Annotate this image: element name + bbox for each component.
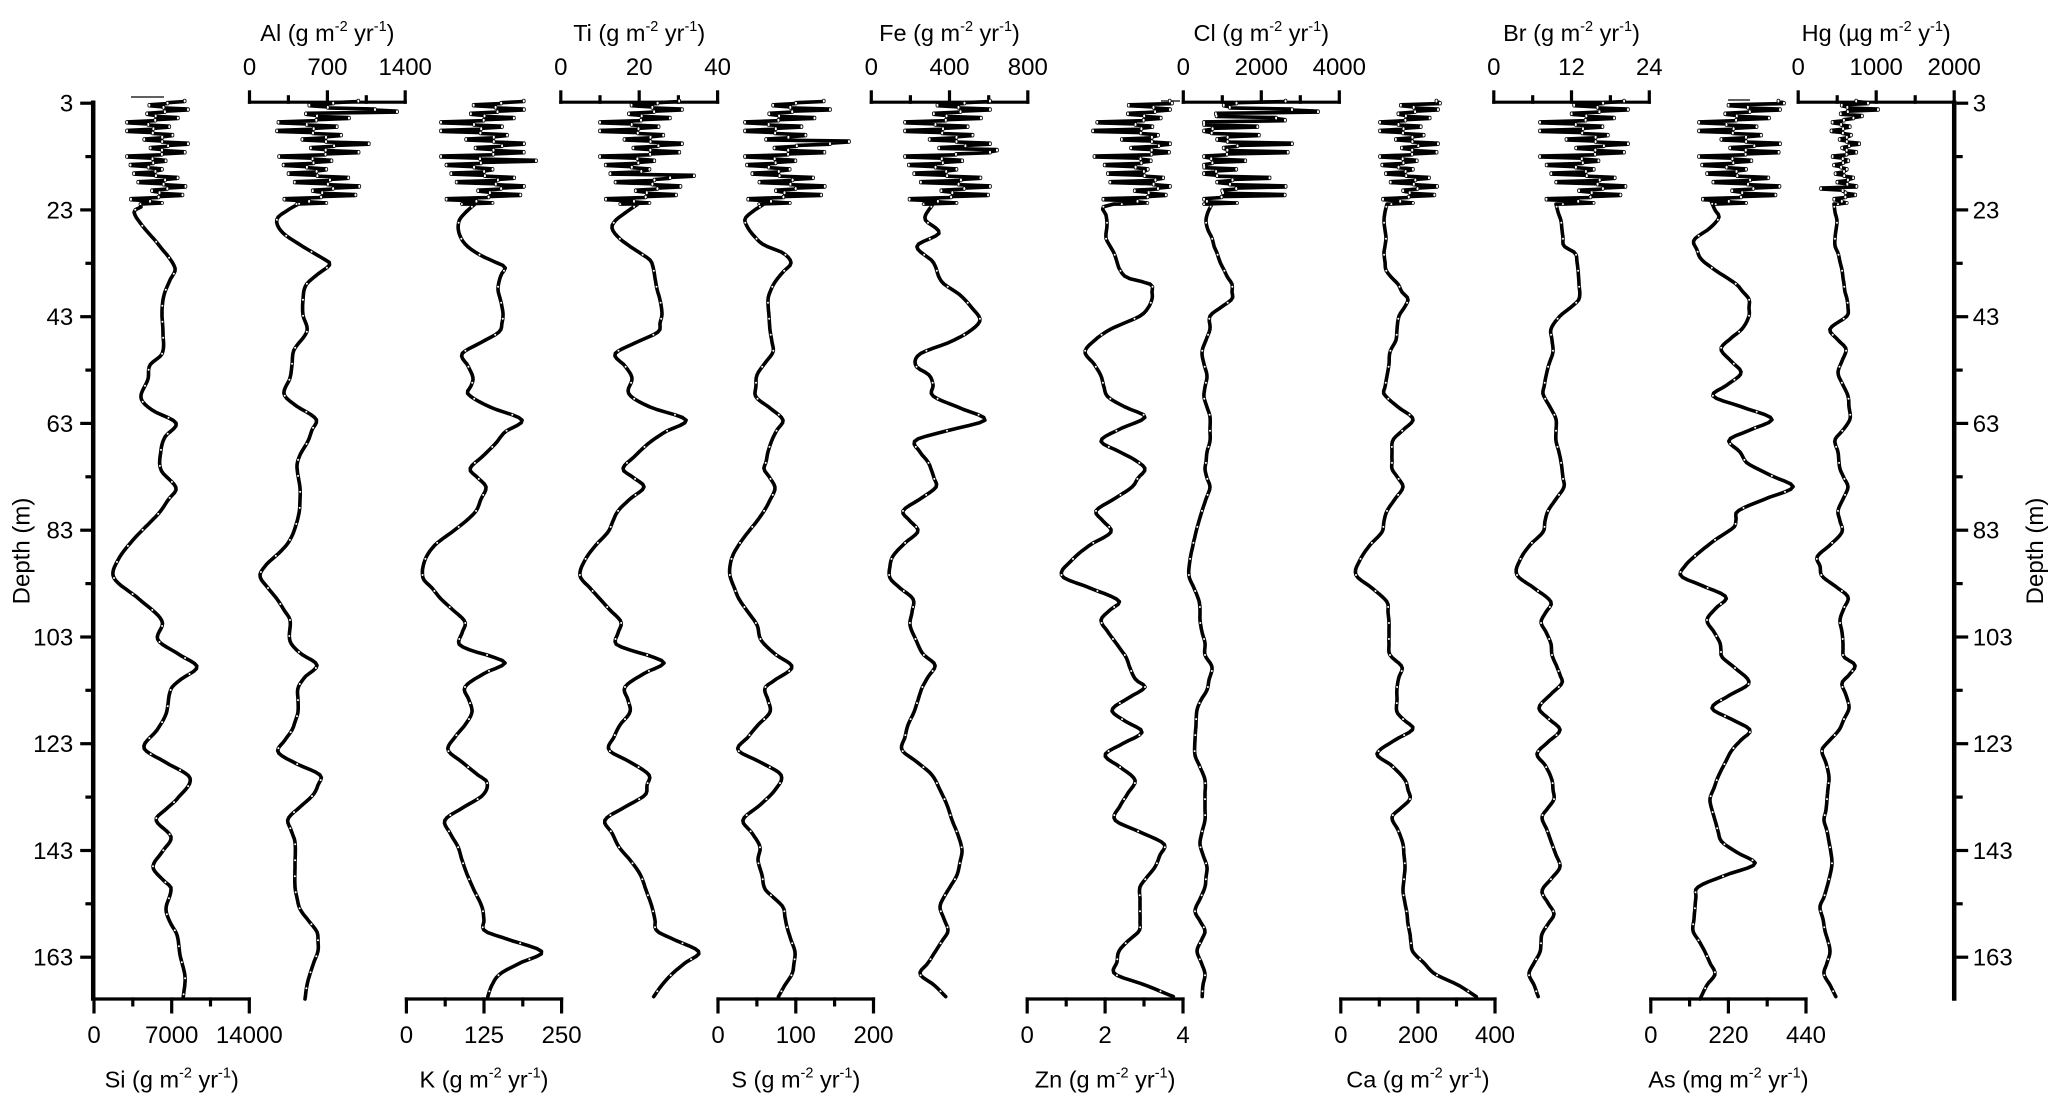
svg-text:83: 83 bbox=[1973, 518, 2000, 545]
svg-text:0: 0 bbox=[1644, 1022, 1657, 1049]
svg-text:1000: 1000 bbox=[1850, 54, 1903, 81]
svg-text:700: 700 bbox=[307, 54, 347, 81]
svg-text:12: 12 bbox=[1558, 54, 1585, 81]
svg-text:Si (g m-2​ yr-1​): Si (g m-2​ yr-1​) bbox=[105, 1066, 239, 1093]
svg-text:123: 123 bbox=[1973, 731, 2013, 758]
svg-text:2000: 2000 bbox=[1928, 54, 1981, 81]
svg-text:43: 43 bbox=[1973, 304, 2000, 331]
svg-text:Fe (g m-2​ yr-1​): Fe (g m-2​ yr-1​) bbox=[879, 19, 1020, 46]
svg-text:0: 0 bbox=[400, 1022, 413, 1049]
svg-text:400: 400 bbox=[1475, 1022, 1515, 1049]
svg-text:24: 24 bbox=[1636, 54, 1663, 81]
svg-text:3: 3 bbox=[1973, 91, 1986, 118]
svg-text:2000: 2000 bbox=[1235, 54, 1288, 81]
svg-text:0: 0 bbox=[1334, 1022, 1347, 1049]
svg-text:Depth (m): Depth (m) bbox=[2022, 498, 2049, 605]
svg-text:63: 63 bbox=[46, 411, 73, 438]
svg-text:Zn (g m-2​ yr-1​): Zn (g m-2​ yr-1​) bbox=[1035, 1066, 1176, 1093]
svg-text:143: 143 bbox=[1973, 838, 2013, 865]
svg-text:0: 0 bbox=[1487, 54, 1500, 81]
svg-text:123: 123 bbox=[33, 731, 73, 758]
svg-text:100: 100 bbox=[776, 1022, 816, 1049]
svg-text:K (g m-2​ yr-1​): K (g m-2​ yr-1​) bbox=[420, 1066, 549, 1093]
svg-text:0: 0 bbox=[711, 1022, 724, 1049]
svg-text:3: 3 bbox=[60, 91, 73, 118]
svg-text:163: 163 bbox=[33, 945, 73, 972]
svg-text:63: 63 bbox=[1973, 411, 2000, 438]
svg-text:0: 0 bbox=[1021, 1022, 1034, 1049]
svg-text:Ca (g m-2​ yr-1​): Ca (g m-2​ yr-1​) bbox=[1346, 1066, 1489, 1093]
svg-text:103: 103 bbox=[1973, 625, 2013, 652]
svg-text:143: 143 bbox=[33, 838, 73, 865]
svg-text:0: 0 bbox=[1792, 54, 1805, 81]
svg-text:163: 163 bbox=[1973, 945, 2013, 972]
svg-text:1400: 1400 bbox=[379, 54, 432, 81]
svg-text:800: 800 bbox=[1008, 54, 1048, 81]
svg-text:23: 23 bbox=[1973, 197, 2000, 224]
svg-text:250: 250 bbox=[542, 1022, 582, 1049]
svg-text:Depth (m): Depth (m) bbox=[9, 498, 36, 605]
svg-text:Ti (g m-2​ yr-1​): Ti (g m-2​ yr-1​) bbox=[573, 19, 705, 46]
svg-text:S (g m-2​ yr-1​): S (g m-2​ yr-1​) bbox=[731, 1066, 860, 1093]
svg-text:Hg (µg m-2​ y-1​): Hg (µg m-2​ y-1​) bbox=[1802, 19, 1951, 46]
svg-text:40: 40 bbox=[704, 54, 731, 81]
svg-text:Br (g m-2​ yr-1​): Br (g m-2​ yr-1​) bbox=[1503, 19, 1640, 46]
svg-text:4000: 4000 bbox=[1313, 54, 1366, 81]
svg-text:200: 200 bbox=[1398, 1022, 1438, 1049]
svg-text:400: 400 bbox=[929, 54, 969, 81]
svg-text:Al (g m-2​ yr-1​): Al (g m-2​ yr-1​) bbox=[260, 19, 394, 46]
svg-text:As (mg m-2​ yr-1​): As (mg m-2​ yr-1​) bbox=[1648, 1066, 1808, 1093]
svg-text:125: 125 bbox=[464, 1022, 504, 1049]
svg-text:83: 83 bbox=[46, 518, 73, 545]
svg-text:200: 200 bbox=[853, 1022, 893, 1049]
svg-text:23: 23 bbox=[46, 197, 73, 224]
svg-text:43: 43 bbox=[46, 304, 73, 331]
svg-text:20: 20 bbox=[626, 54, 653, 81]
svg-text:14000: 14000 bbox=[216, 1022, 283, 1049]
svg-text:103: 103 bbox=[33, 625, 73, 652]
svg-text:0: 0 bbox=[554, 54, 567, 81]
svg-text:4: 4 bbox=[1176, 1022, 1189, 1049]
svg-text:0: 0 bbox=[865, 54, 878, 81]
svg-text:0: 0 bbox=[243, 54, 256, 81]
svg-text:0: 0 bbox=[1177, 54, 1190, 81]
svg-text:440: 440 bbox=[1786, 1022, 1826, 1049]
svg-text:Cl (g m-2​ yr-1​): Cl (g m-2​ yr-1​) bbox=[1194, 19, 1329, 46]
svg-text:220: 220 bbox=[1708, 1022, 1748, 1049]
svg-text:7000: 7000 bbox=[145, 1022, 198, 1049]
svg-text:2: 2 bbox=[1098, 1022, 1111, 1049]
svg-text:0: 0 bbox=[87, 1022, 100, 1049]
